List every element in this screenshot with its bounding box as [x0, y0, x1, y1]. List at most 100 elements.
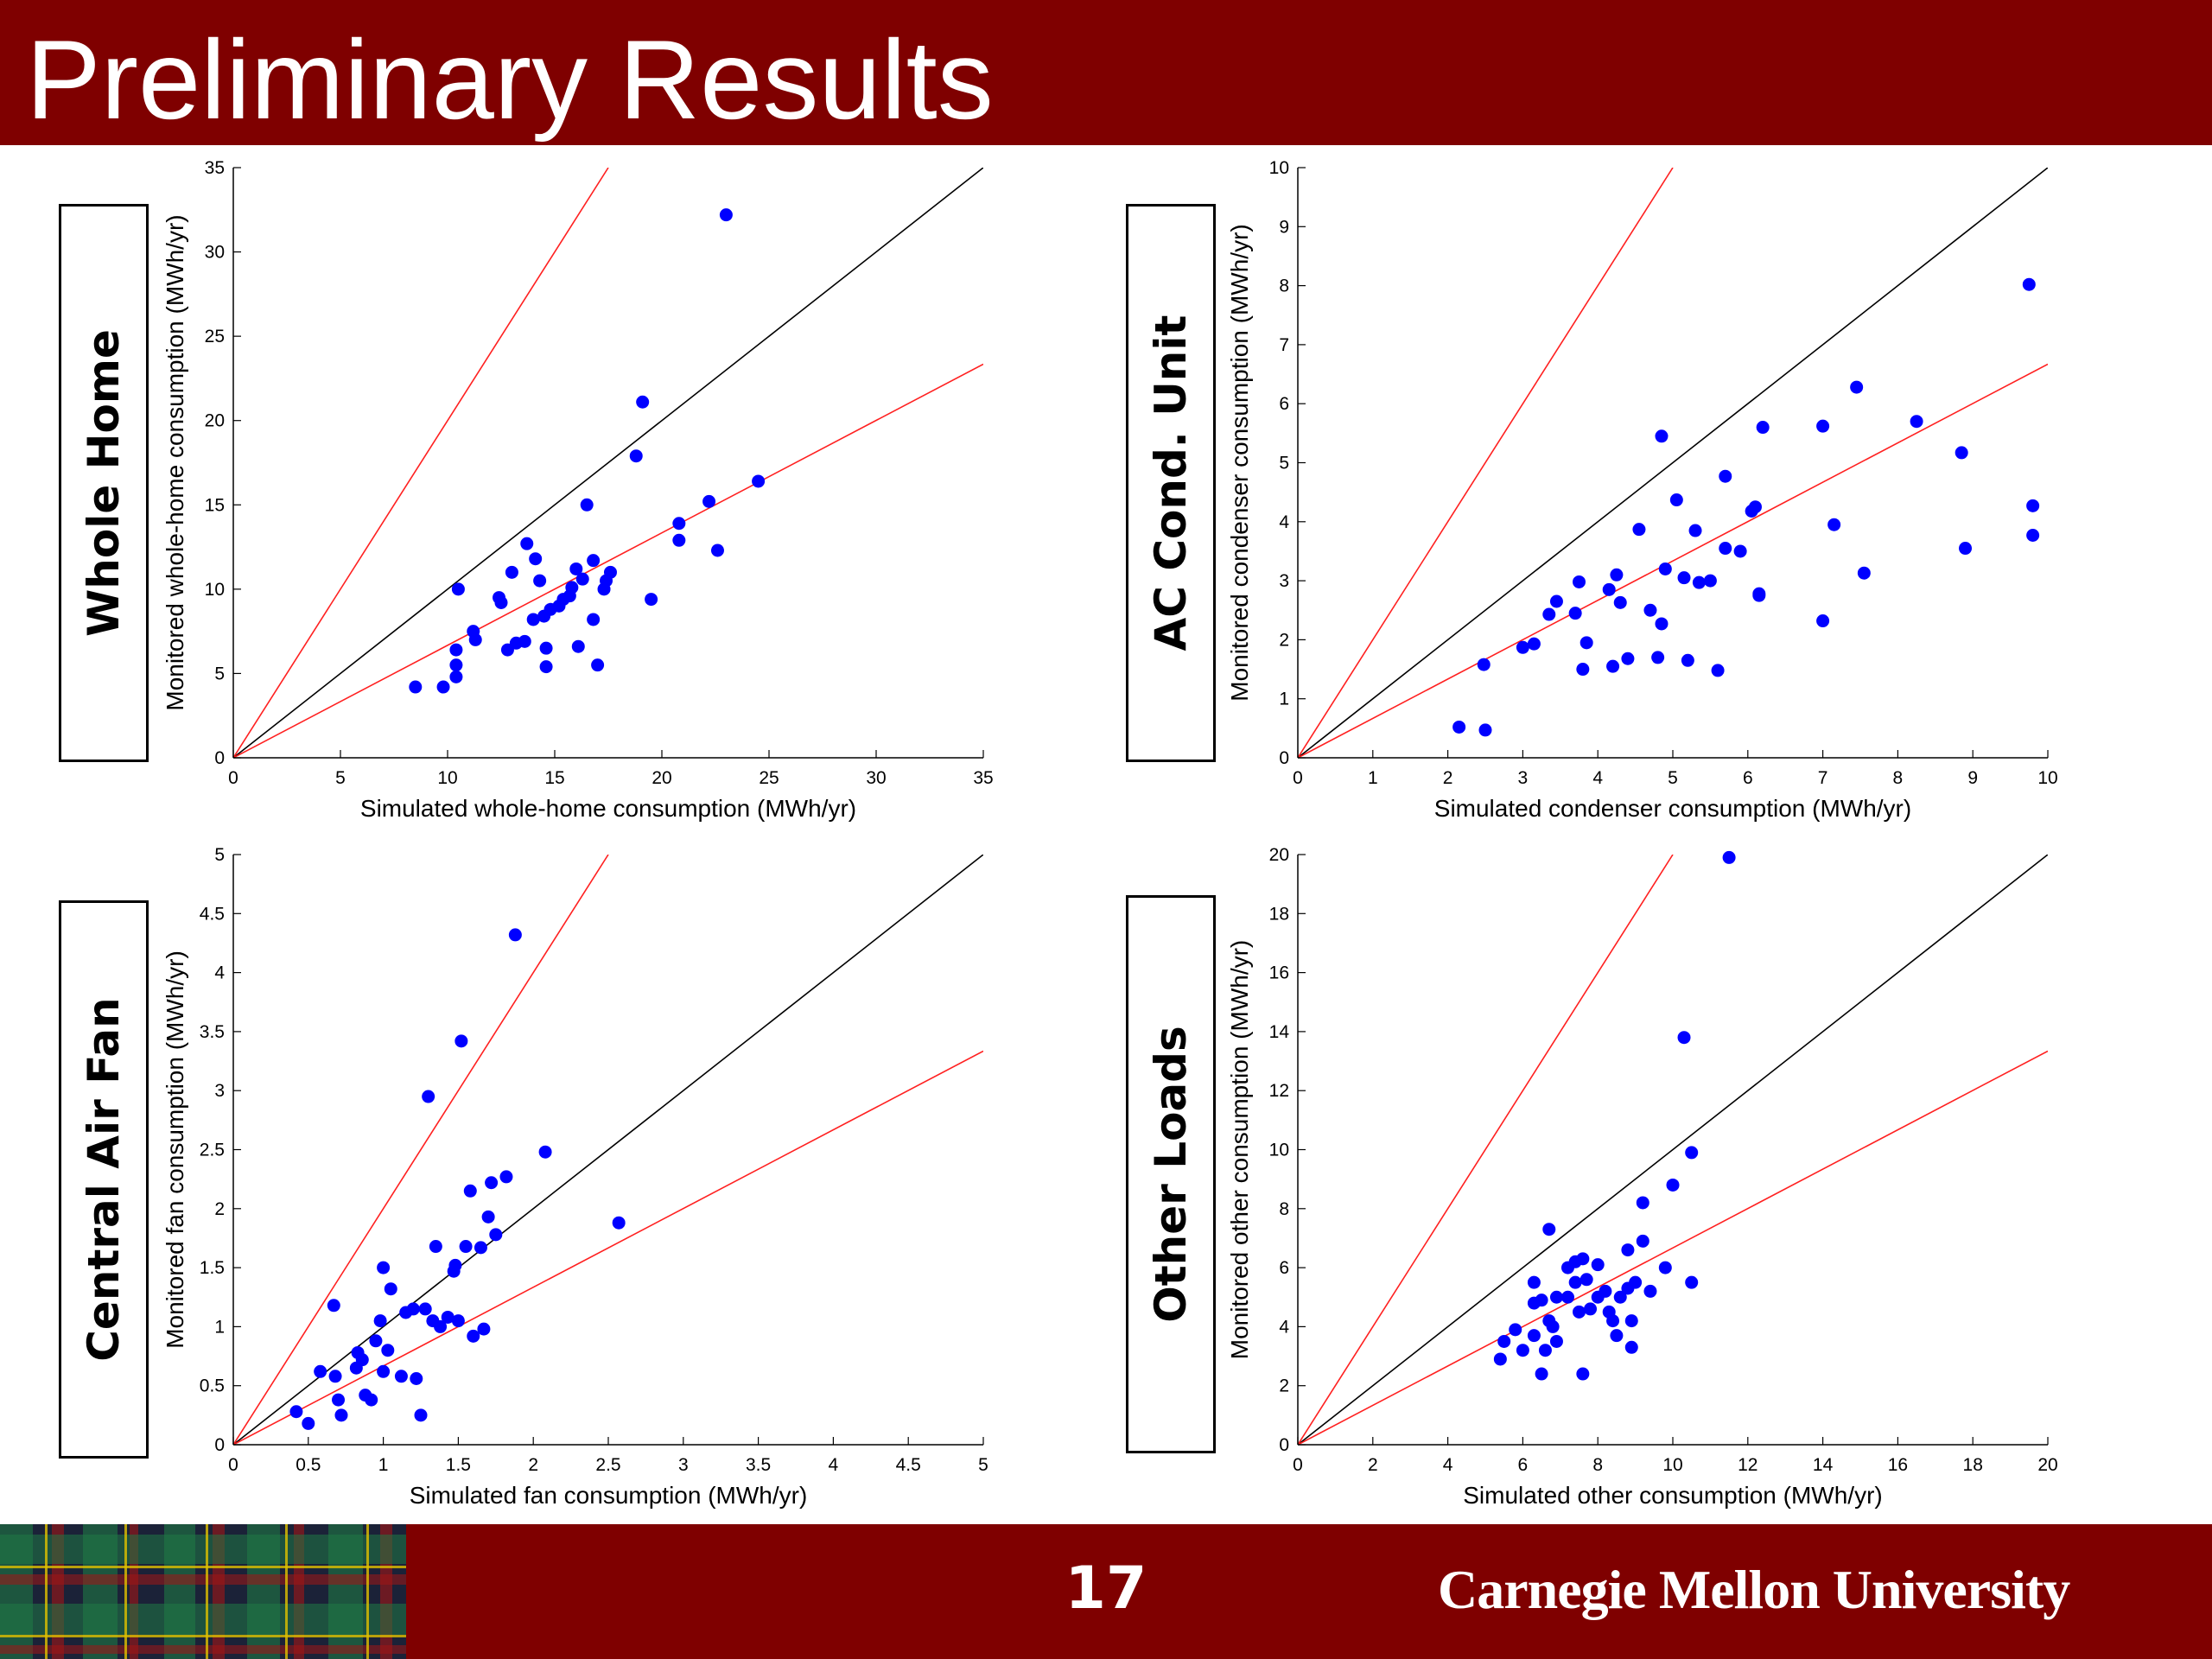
- tartan-horizontal-band: [0, 1535, 406, 1564]
- data-point: [1955, 446, 1968, 460]
- y-tick-label: 0.5: [200, 1376, 225, 1396]
- reference-line-red-1: [1298, 855, 1674, 1445]
- data-point: [629, 449, 643, 463]
- reference-line-red-2: [233, 1050, 983, 1445]
- x-tick-label: 10: [1662, 1455, 1682, 1475]
- tartan-yellow-stripe: [285, 1524, 288, 1659]
- y-tick-label: 2: [1279, 1376, 1289, 1396]
- data-point: [571, 639, 585, 653]
- tartan-pattern-image: [0, 1524, 406, 1659]
- page-number: 17: [1065, 1554, 1147, 1623]
- data-point: [1827, 518, 1841, 531]
- data-point: [569, 562, 583, 575]
- x-tick-label: 4.5: [896, 1455, 921, 1475]
- data-point: [1602, 582, 1616, 596]
- data-point: [1493, 1352, 1507, 1366]
- data-point: [1658, 562, 1672, 575]
- x-tick-label: 2: [1443, 768, 1453, 788]
- data-point: [591, 658, 605, 672]
- data-point: [1599, 1284, 1612, 1298]
- data-point: [672, 517, 686, 531]
- x-tick-label: 2.5: [595, 1455, 620, 1475]
- data-point: [1677, 571, 1691, 585]
- data-point: [381, 1344, 395, 1357]
- data-point: [328, 1370, 342, 1383]
- data-point: [434, 1319, 448, 1333]
- data-point: [1655, 429, 1669, 443]
- data-point: [1610, 1329, 1624, 1343]
- data-point: [529, 552, 543, 566]
- x-tick-label: 0: [228, 768, 238, 788]
- reference-line-red-1: [233, 855, 609, 1445]
- y-tick-label: 9: [1279, 217, 1289, 237]
- title-banner: Preliminary Results: [0, 0, 2212, 145]
- data-point: [481, 1210, 495, 1224]
- y-tick-label: 3.5: [200, 1022, 225, 1042]
- panel-label-box-whole-home: Whole Home: [59, 204, 149, 762]
- central-air-fan-scatter-chart: 0 0.5 1 1.5 2 2.5 3 3.5 4 4.5 5 0 0.5 1 1.5 2 2.5 3 3.5 4 4.…: [162, 845, 988, 1509]
- data-point: [1584, 1302, 1598, 1316]
- panel-label-ac-cond-unit: AC Cond. Unit: [1146, 315, 1196, 652]
- data-point: [1568, 607, 1582, 620]
- data-point: [449, 643, 463, 657]
- y-tick-label: 0: [1279, 748, 1289, 768]
- data-point: [289, 1405, 303, 1419]
- data-point: [474, 1241, 487, 1255]
- data-point: [1722, 850, 1736, 864]
- footer-banner: 17 Carnegie Mellon University: [0, 1524, 2212, 1659]
- data-point: [1651, 651, 1665, 664]
- tartan-yellow-stripe: [124, 1524, 127, 1659]
- data-point: [1549, 594, 1563, 608]
- data-point: [752, 474, 766, 488]
- y-tick-label: 6: [1279, 394, 1289, 414]
- data-point: [459, 1240, 473, 1254]
- y-tick-label: 20: [205, 411, 225, 431]
- data-point: [384, 1282, 397, 1296]
- data-point: [467, 1329, 480, 1343]
- x-axis-label: Simulated whole-home consumption (MWh/yr…: [360, 795, 856, 822]
- y-tick-label: 5: [214, 664, 225, 683]
- y-tick-label: 1: [1279, 690, 1289, 709]
- data-point: [1568, 1275, 1582, 1289]
- data-point: [1580, 1273, 1593, 1287]
- data-point: [1719, 469, 1732, 483]
- y-tick-label: 7: [1279, 335, 1289, 355]
- tartan-horizontal-band: [0, 1574, 406, 1585]
- data-point: [1573, 1305, 1586, 1319]
- data-point: [468, 632, 482, 646]
- data-point: [719, 208, 733, 222]
- data-point: [1606, 659, 1620, 673]
- x-axis-label: Simulated other consumption (MWh/yr): [1463, 1482, 1883, 1509]
- data-point: [1576, 1252, 1590, 1266]
- data-point: [702, 494, 716, 508]
- data-point: [410, 1372, 423, 1386]
- y-axis-label: Monitored other consumption (MWh/yr): [1226, 940, 1253, 1360]
- data-point: [1816, 419, 1830, 433]
- data-point: [1546, 1319, 1560, 1333]
- data-point: [587, 613, 601, 626]
- data-point: [451, 582, 465, 596]
- x-tick-label: 8: [1592, 1455, 1603, 1475]
- data-point: [1509, 1323, 1522, 1337]
- tartan-horizontal-band: [0, 1645, 406, 1654]
- x-tick-label: 1: [378, 1455, 389, 1475]
- x-tick-label: 20: [652, 768, 671, 788]
- data-point: [645, 593, 658, 607]
- y-tick-label: 2.5: [200, 1141, 225, 1160]
- panel-label-box-other-loads: Other Loads: [1126, 895, 1216, 1453]
- y-tick-label: 2: [1279, 630, 1289, 650]
- data-point: [499, 1170, 513, 1184]
- x-tick-label: 3.5: [746, 1455, 771, 1475]
- y-axis-label: Monitored fan consumption (MWh/yr): [162, 950, 188, 1349]
- data-point: [575, 572, 589, 586]
- y-tick-label: 4: [214, 963, 225, 983]
- y-tick-label: 1: [214, 1317, 225, 1337]
- data-point: [1535, 1367, 1548, 1381]
- x-tick-label: 35: [973, 768, 993, 788]
- data-point: [1624, 1314, 1638, 1328]
- x-tick-label: 9: [1967, 768, 1978, 788]
- reference-line-red-2: [233, 363, 983, 758]
- x-tick-label: 5: [978, 1455, 988, 1475]
- data-point: [489, 1228, 503, 1242]
- data-point: [1497, 1334, 1511, 1348]
